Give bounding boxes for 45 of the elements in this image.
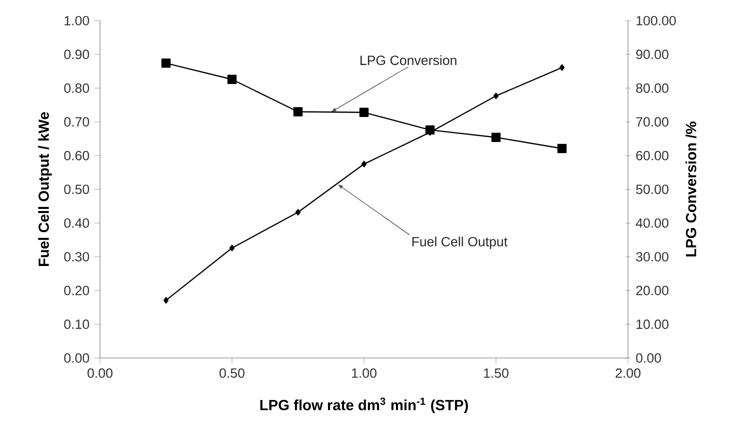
y2-tick-label: 90.00 [636, 50, 668, 60]
point [359, 108, 369, 118]
y-tick-label: 0.50 [64, 184, 90, 194]
y-axis-title: Fuel Cell Output / kWe [38, 112, 52, 266]
y2-tick-label: 80.00 [636, 83, 668, 93]
point [163, 297, 169, 304]
point [295, 208, 301, 216]
point [491, 132, 501, 142]
y-tick-label: 0.20 [64, 286, 90, 296]
y2-tick-label: 40.00 [636, 218, 668, 228]
point [161, 58, 171, 68]
point [557, 144, 567, 154]
y-tick-label: 0.80 [64, 83, 90, 93]
x-tick-label: 1.00 [352, 368, 376, 378]
y-tick-label: 1.00 [64, 16, 90, 26]
y2-tick-label: 20.00 [636, 286, 668, 296]
x-axis-title: LPG flow rate dm$^{3}$ min$^{-1}$ (STP) [260, 398, 468, 414]
x-tick-label: 2.00 [616, 368, 640, 378]
point [559, 64, 565, 71]
point [425, 125, 435, 135]
point [229, 244, 235, 252]
y-tick-label: 0.00 [64, 353, 90, 363]
point [293, 107, 303, 116]
y2-tick-label: 50.00 [636, 184, 668, 194]
point [227, 74, 237, 84]
x-tick-label: 1.50 [484, 368, 508, 378]
y2-tick-label: 70.00 [636, 117, 668, 127]
y-tick-label: 0.30 [64, 252, 90, 262]
annotation: LPG Conversion [360, 55, 456, 66]
y-tick-label: 0.10 [64, 320, 90, 329]
point [361, 160, 367, 168]
annotation: Fuel Cell Output [412, 236, 508, 250]
y-tick-label: 0.90 [64, 50, 90, 60]
point [493, 92, 499, 100]
y-tick-label: 0.70 [64, 117, 90, 127]
x-tick-label: 0.00 [88, 368, 112, 378]
y2-tick-label: 30.00 [636, 252, 668, 262]
y2-axis-title: LPG Conversion /% [685, 122, 696, 256]
y2-tick-label: 10.00 [636, 320, 668, 329]
y2-tick-label: 100.00 [636, 16, 676, 26]
y2-tick-label: 0.00 [636, 353, 661, 363]
y-tick-label: 0.40 [64, 218, 90, 228]
y-tick-label: 0.60 [64, 150, 90, 160]
y2-tick-label: 60.00 [636, 150, 668, 160]
x-tick-label: 0.50 [220, 368, 244, 378]
